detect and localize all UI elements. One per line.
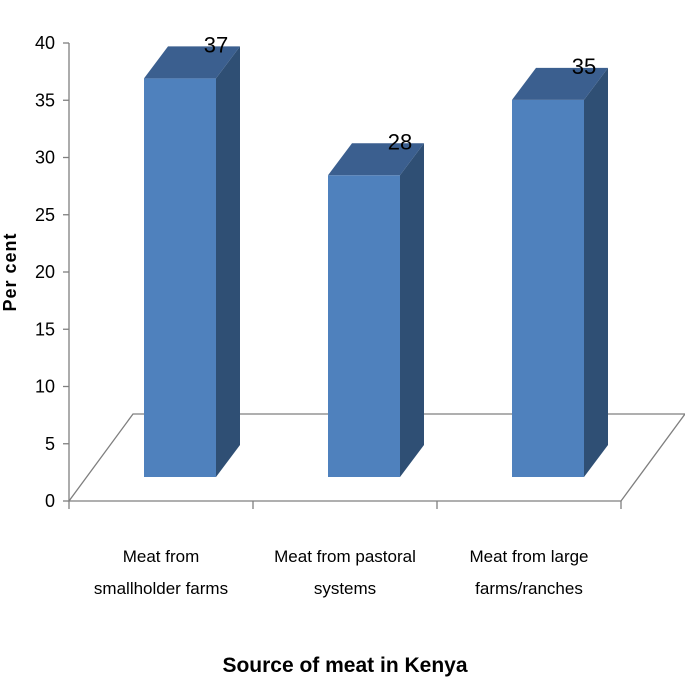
data-label: 28 bbox=[388, 129, 412, 154]
category-label: Meat from large bbox=[469, 547, 588, 566]
data-label: 35 bbox=[572, 54, 596, 79]
category-label: farms/ranches bbox=[475, 579, 583, 598]
y-tick-label: 40 bbox=[35, 33, 55, 53]
data-label: 37 bbox=[204, 32, 228, 57]
y-tick-label: 20 bbox=[35, 262, 55, 282]
y-axis: 0 5 10 15 20 25 30 35 40 bbox=[35, 33, 70, 511]
y-tick-label: 10 bbox=[35, 377, 55, 397]
y-tick-label: 25 bbox=[35, 205, 55, 225]
bar-front bbox=[512, 99, 584, 477]
y-tick-label: 0 bbox=[45, 491, 55, 511]
bar-top bbox=[512, 67, 608, 100]
bar-front bbox=[328, 175, 400, 478]
data-labels: 37 28 35 bbox=[204, 32, 596, 154]
y-axis-title: Per cent bbox=[0, 232, 20, 311]
bar-front bbox=[144, 78, 216, 477]
bar-top bbox=[328, 143, 424, 176]
bars bbox=[144, 46, 608, 478]
y-tick-label: 30 bbox=[35, 148, 55, 168]
bar-top bbox=[144, 46, 240, 79]
bar-side bbox=[216, 46, 240, 477]
category-label: Meat from bbox=[123, 547, 200, 566]
y-tick-label: 5 bbox=[45, 434, 55, 454]
category-label: Meat from pastoral bbox=[274, 547, 416, 566]
category-label: systems bbox=[314, 579, 376, 598]
y-tick-label: 15 bbox=[35, 319, 55, 339]
category-labels: Meat from smallholder farms Meat from past… bbox=[94, 547, 589, 598]
y-tick-label: 35 bbox=[35, 90, 55, 110]
x-axis-title: Source of meat in Kenya bbox=[222, 654, 467, 677]
category-label: smallholder farms bbox=[94, 579, 228, 598]
bar-side bbox=[400, 143, 424, 478]
bar-side bbox=[584, 67, 608, 477]
x-axis bbox=[68, 501, 622, 509]
